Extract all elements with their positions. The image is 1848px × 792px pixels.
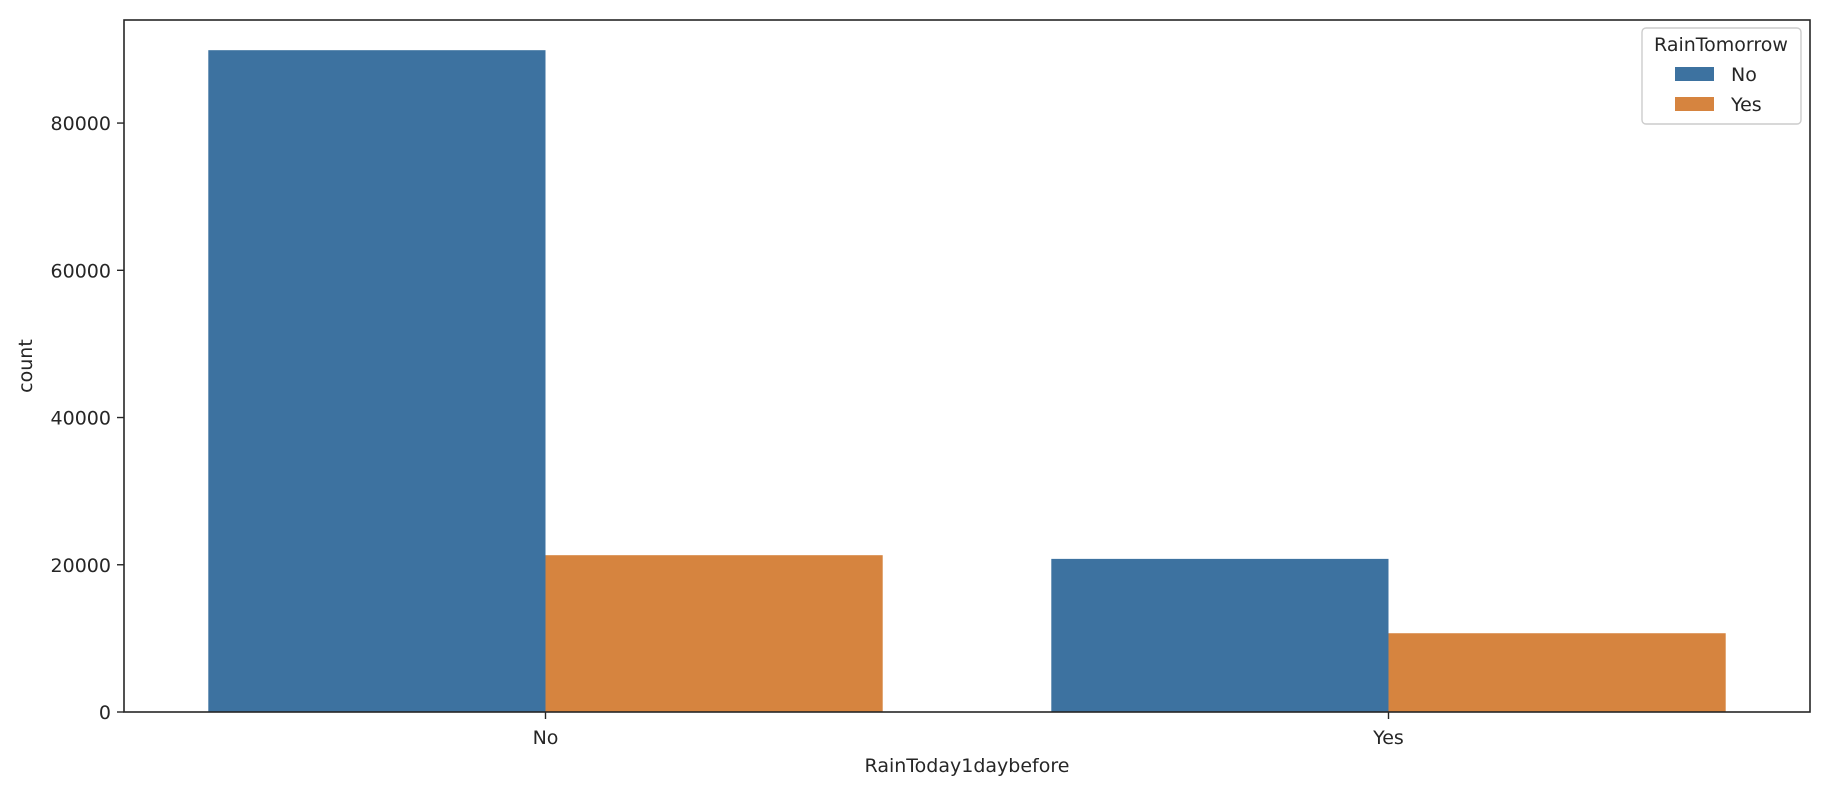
plot-frame [123,19,1811,713]
bars-layer [208,50,1726,712]
y-tick-label: 60000 [51,260,111,282]
y-tick-label: 20000 [51,555,111,577]
x-axis-ticks: No Yes [533,712,1404,749]
y-tick-label: 0 [99,702,111,724]
y-axis-ticks: 0 20000 40000 60000 80000 [51,113,124,724]
legend-label-yes: Yes [1730,94,1762,116]
bar-yes-yes [1388,633,1726,712]
legend-swatch-no [1675,67,1714,81]
legend: RainTomorrow No Yes [1641,27,1802,125]
x-tick-label: No [533,727,559,749]
x-tick-label: Yes [1372,727,1404,749]
y-tick-label: 40000 [51,408,111,430]
legend-swatch-yes [1675,97,1714,111]
legend-title: RainTomorrow [1654,34,1788,56]
bar-yes-no [1051,558,1389,712]
bar-no-yes [545,555,883,712]
y-axis-label: count [15,339,37,393]
legend-label-no: No [1731,64,1757,86]
x-axis-label: RainToday1daybefore [865,755,1070,777]
y-tick-label: 80000 [51,113,111,135]
bar-no-no [208,50,546,712]
